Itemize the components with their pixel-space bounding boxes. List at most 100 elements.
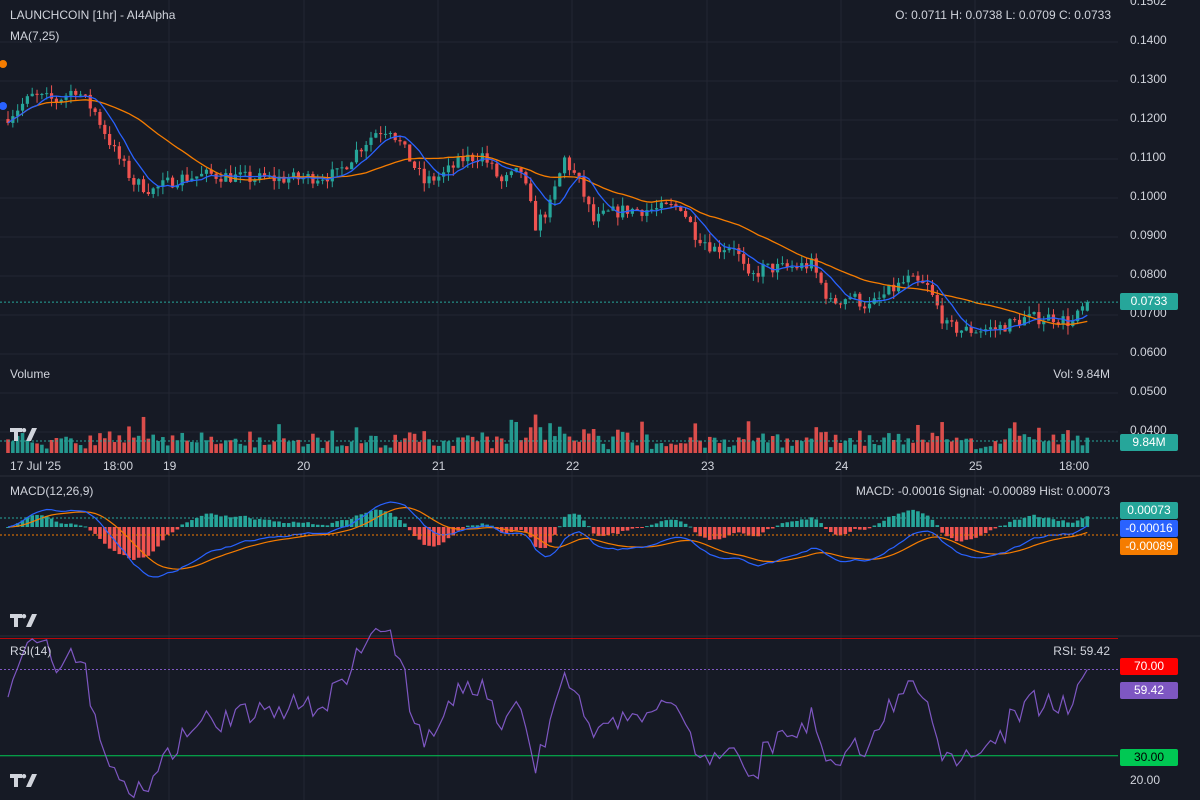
macd-hist-bar	[916, 511, 920, 527]
volume-bar	[441, 440, 446, 453]
candle-body	[669, 204, 673, 206]
volume-bar	[127, 426, 131, 453]
volume-bar	[88, 435, 93, 453]
macd-hist-bar	[577, 514, 581, 527]
candle-body	[761, 263, 765, 277]
candle-body	[940, 305, 944, 324]
macd-hist-bar	[998, 525, 1002, 527]
macd-hist-bar	[175, 527, 180, 530]
candle-body	[64, 95, 68, 100]
volume-bar	[746, 421, 751, 453]
volume-bar	[683, 443, 688, 453]
volume-title[interactable]: Volume	[10, 367, 51, 381]
volume-bar	[528, 427, 533, 453]
macd-hist-bar	[741, 527, 746, 534]
volume-bar	[78, 445, 83, 453]
volume-bar	[185, 440, 189, 453]
macd-title[interactable]: MACD(12,26,9)	[10, 484, 94, 498]
volume-bar	[848, 438, 852, 453]
ma-25-marker	[0, 60, 7, 68]
tradingview-logo-icon[interactable]	[10, 612, 42, 628]
candle-body	[374, 133, 378, 138]
volume-bar	[224, 440, 228, 453]
volume-bar	[20, 433, 25, 453]
volume-bar	[819, 432, 823, 453]
candle-body	[945, 320, 949, 324]
candle-body	[572, 170, 576, 173]
volume-bar	[214, 444, 218, 453]
volume-bar	[877, 445, 881, 453]
volume-bar	[741, 439, 746, 453]
rsi-title[interactable]: RSI(14)	[10, 644, 52, 658]
ma-legend[interactable]: MA(7,25)	[10, 29, 60, 43]
macd-hist-bar	[233, 516, 238, 527]
volume-bar	[161, 437, 165, 453]
macd-hist-bar	[446, 527, 451, 539]
volume-bar	[712, 437, 717, 453]
candle-body	[582, 176, 586, 197]
volume-bar	[98, 433, 102, 453]
volume-bar	[519, 440, 523, 453]
tradingview-logo-icon[interactable]	[10, 426, 42, 442]
macd-hist-bar	[969, 527, 973, 540]
macd-hist-bar	[15, 523, 20, 527]
volume-bar	[253, 447, 257, 453]
macd-hist-bar	[838, 527, 843, 536]
candle-body	[1037, 312, 1041, 325]
candle-body	[127, 160, 131, 178]
macd-hist-bar	[59, 523, 64, 527]
volume-bar	[959, 440, 964, 453]
time-axis-label: 18:00	[103, 459, 134, 473]
volume-bar	[11, 441, 15, 453]
volume-bar	[156, 441, 160, 453]
volume-readout: Vol: 9.84M	[1053, 367, 1110, 381]
candle-body	[553, 186, 557, 200]
candle-body	[427, 176, 431, 184]
candle-body	[79, 94, 83, 96]
candle-body	[950, 320, 954, 322]
candle-body	[1056, 322, 1060, 325]
volume-bar	[1056, 444, 1061, 453]
macd-hist-bar	[950, 527, 954, 539]
candle-body	[54, 98, 58, 103]
volume-bar	[925, 442, 930, 453]
macd-hist-bar	[843, 527, 848, 535]
volume-bar	[645, 434, 649, 453]
rsi-upper-tag: 70.00	[1120, 658, 1178, 675]
macd-hist-bar	[925, 515, 930, 527]
candle-body	[926, 283, 930, 285]
volume-bar	[136, 435, 141, 453]
volume-bar	[533, 414, 538, 453]
candle-body	[838, 303, 843, 305]
candle-body	[224, 173, 228, 182]
macd-hist-bar	[262, 519, 267, 527]
macd-hist-bar	[412, 527, 417, 537]
macd-hist-bar	[422, 527, 427, 545]
macd-hist-bar	[35, 514, 39, 527]
macd-hist-bar	[1080, 518, 1085, 527]
volume-bar	[620, 431, 625, 453]
macd-hist-bar	[257, 518, 262, 527]
volume-bar	[262, 444, 267, 453]
candle-body	[587, 196, 591, 205]
macd-hist-bar	[136, 527, 141, 558]
macd-hist-bar	[979, 527, 983, 536]
moving-averages	[0, 60, 1088, 332]
volume-bar	[504, 443, 509, 453]
volume-bar	[669, 443, 673, 453]
candle-body	[592, 204, 596, 222]
candle-body	[1013, 319, 1017, 321]
candle-body	[645, 210, 649, 216]
macd-hist-bar	[20, 520, 25, 527]
volume-tag: 9.84M	[1120, 434, 1178, 451]
tradingview-logo-icon[interactable]	[10, 772, 42, 788]
candle-body	[369, 137, 373, 145]
volume-bar	[369, 435, 373, 453]
macd-hist-bar	[872, 525, 877, 527]
volume-bar	[330, 430, 335, 453]
last-price-tag: 0.0733	[1120, 293, 1178, 310]
macd-hist-bar	[635, 527, 639, 528]
volume-bar	[180, 432, 185, 453]
candle-body	[170, 177, 175, 188]
macd-hist-bar	[591, 527, 596, 534]
